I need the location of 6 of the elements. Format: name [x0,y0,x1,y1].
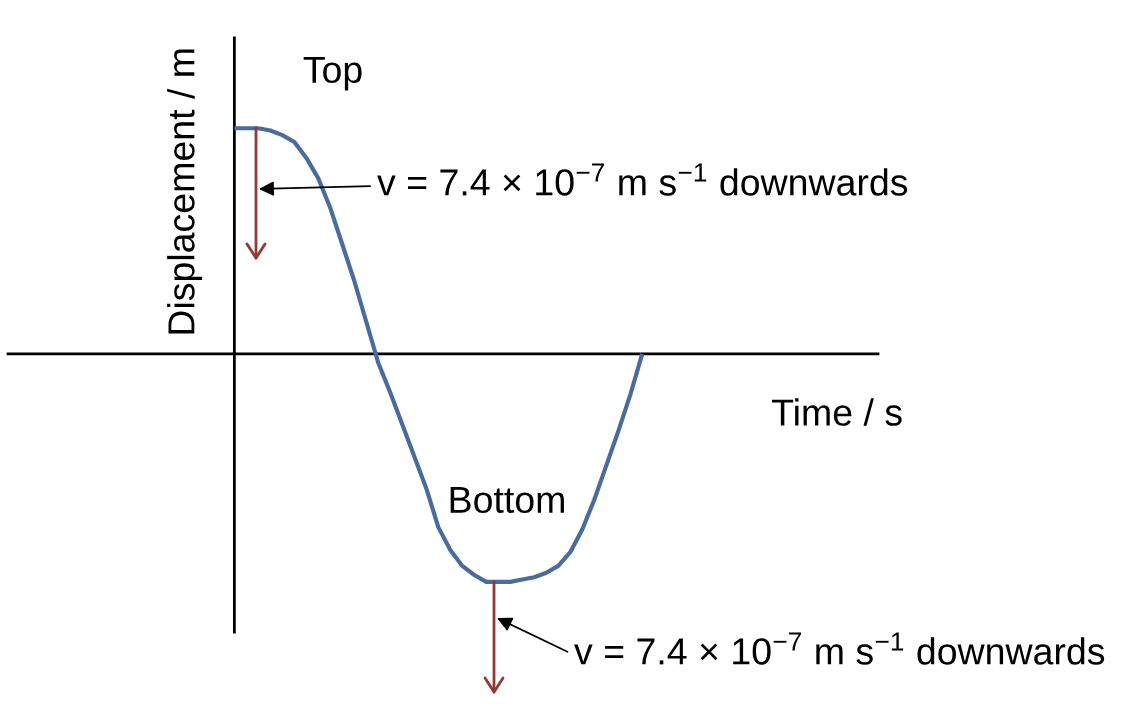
annotation: Bottom [450,486,564,514]
y-axis-title: Displacement / m [167,49,203,334]
x-axis-title: Time / s [771,398,902,426]
annotation: v = 7.4 × 10$^{−7}$ m s$^{−1}$ downwards [377,163,908,196]
text: Top [303,56,362,91]
text: v = 7.4 × 10$^{−7}$ m s$^{−1}$ downwards [574,632,1105,665]
